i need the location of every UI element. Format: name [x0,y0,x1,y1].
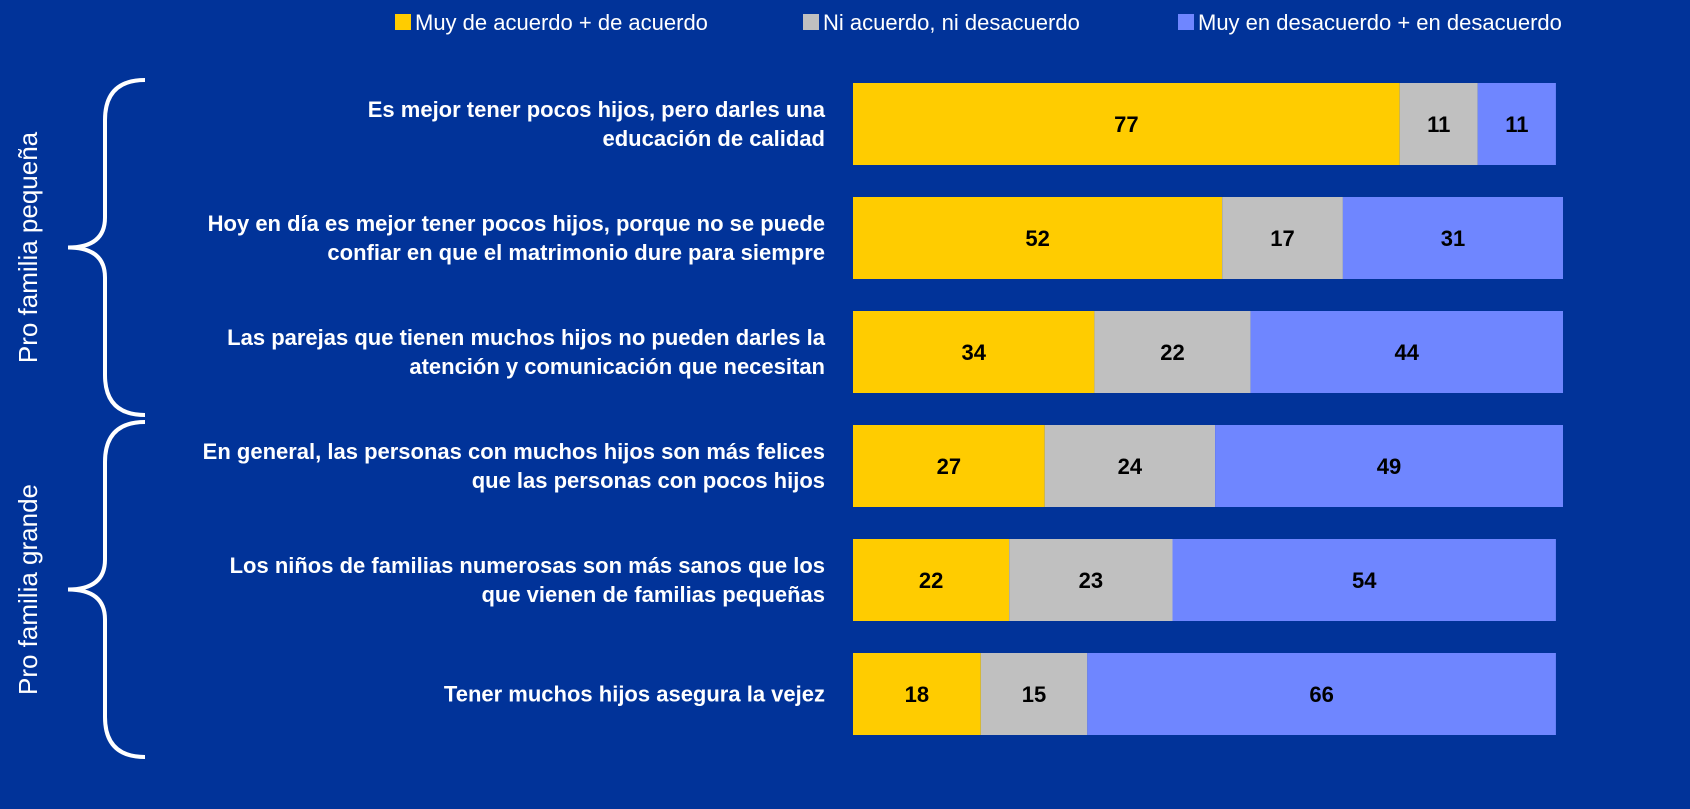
value-label: 54 [1352,568,1377,593]
legend-label: Muy de acuerdo + de acuerdo [415,10,708,35]
bar-segment [1250,311,1563,393]
category-label: Los niños de familias numerosas son más … [229,553,825,607]
legend-label: Ni acuerdo, ni desacuerdo [823,10,1080,35]
value-label: 22 [919,568,943,593]
bar-segment [1215,425,1563,507]
legend-label: Muy en desacuerdo + en desacuerdo [1198,10,1562,35]
legend-swatch [803,14,819,30]
group-label: Pro familia grande [13,484,43,695]
bar-segment [1087,653,1556,735]
bar-segment [1009,539,1173,621]
value-label: 44 [1395,340,1420,365]
value-label: 17 [1270,226,1294,251]
value-label: 52 [1025,226,1049,251]
bar-segment [1342,197,1563,279]
value-label: 66 [1309,682,1333,707]
value-label: 49 [1377,454,1401,479]
bar-segment [1399,83,1478,165]
group-label: Pro familia pequeña [13,131,43,363]
value-label: 23 [1079,568,1103,593]
value-label: 18 [905,682,929,707]
category-label: Es mejor tener pocos hijos, pero darles … [367,97,825,151]
value-label: 34 [961,340,986,365]
bar-segment [1094,311,1251,393]
bar-segment [853,425,1045,507]
bar-segment [1044,425,1216,507]
legend-swatch [395,14,411,30]
bar-segment [853,653,981,735]
legend-swatch [1178,14,1194,30]
brace [67,420,146,759]
bar-segment [853,311,1095,393]
value-label: 77 [1114,112,1138,137]
bar-segment [853,83,1400,165]
bar-segment [1477,83,1556,165]
category-label: Hoy en día es mejor tener pocos hijos, p… [207,211,825,265]
value-label: 31 [1441,226,1465,251]
bar-segment [853,539,1010,621]
brace [67,78,146,417]
category-label: Las parejas que tienen muchos hijos no p… [227,325,825,379]
category-label: En general, las personas con muchos hijo… [202,439,825,493]
value-label: 15 [1022,682,1046,707]
bar-segment [1222,197,1343,279]
bar-segment [1172,539,1556,621]
value-label: 24 [1118,454,1143,479]
bar-segment [980,653,1088,735]
bar-segment [853,197,1223,279]
category-label: Tener muchos hijos asegura la vejez [443,681,825,707]
value-label: 11 [1505,112,1528,137]
value-label: 11 [1427,112,1450,137]
value-label: 22 [1160,340,1184,365]
value-label: 27 [937,454,961,479]
